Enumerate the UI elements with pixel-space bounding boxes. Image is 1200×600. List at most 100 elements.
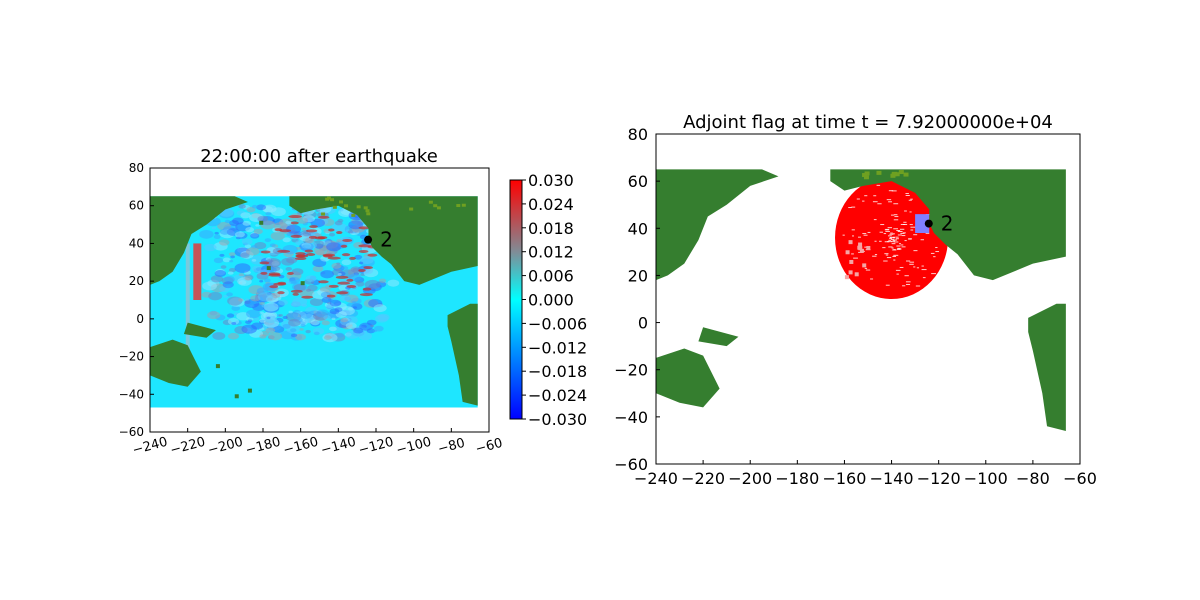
- wave-blob: [336, 262, 341, 265]
- wave-blob: [305, 329, 311, 334]
- wave-crest: [342, 238, 353, 242]
- wave-crest: [314, 236, 326, 240]
- colorbar-tick-label: 0.000: [528, 291, 574, 310]
- flag-gap: [886, 241, 892, 243]
- y-tick-label: 20: [628, 266, 648, 285]
- wave-blob: [207, 311, 221, 320]
- wave-blob: [234, 231, 245, 238]
- wave-blob: [231, 305, 241, 311]
- wave-crest: [288, 215, 302, 219]
- wave-blob: [346, 302, 354, 308]
- flag-gap: [909, 263, 914, 265]
- flag-gap: [910, 229, 914, 231]
- wave-blob: [257, 292, 274, 302]
- coast-patch: [894, 172, 900, 177]
- wave-blob: [222, 281, 234, 289]
- wave-blob: [246, 309, 261, 319]
- wave-blob: [257, 215, 269, 223]
- y-tick-label: 80: [129, 161, 144, 175]
- wave-crest: [295, 254, 309, 258]
- flag-gap: [902, 224, 908, 226]
- flag-gap: [876, 184, 881, 186]
- coast-patch: [321, 212, 326, 216]
- y-tick-label: 80: [628, 125, 648, 144]
- wave-blob: [331, 223, 348, 233]
- wave-blob: [219, 253, 225, 257]
- wave-blob: [293, 284, 306, 292]
- colorbar-tick-label: 0.006: [528, 267, 574, 286]
- wave-blob: [247, 319, 253, 323]
- wave-blob: [307, 284, 318, 292]
- wave-blob: [310, 319, 320, 326]
- wave-blob: [213, 234, 221, 239]
- wave-crest: [269, 285, 279, 289]
- y-tick-label: −20: [119, 350, 144, 364]
- flag-gap: [901, 235, 906, 237]
- x-tick-label: −220: [681, 469, 725, 488]
- flag-gap: [935, 247, 938, 249]
- wave-blob: [300, 323, 306, 327]
- wave-blob: [282, 315, 288, 320]
- wave-blob: [378, 278, 387, 283]
- flag-gap: [897, 231, 903, 233]
- wave-crest: [358, 249, 369, 253]
- island: [266, 266, 271, 271]
- flag-gap: [870, 278, 874, 280]
- flag-gap: [905, 192, 909, 194]
- flag-gap: [891, 190, 897, 192]
- flag-gap: [889, 233, 894, 235]
- wave-blob: [241, 238, 253, 245]
- wave-blob: [238, 204, 246, 209]
- wave-crest: [295, 252, 306, 256]
- wave-blob: [336, 239, 342, 243]
- wave-blob: [373, 329, 378, 333]
- coast-patch: [433, 204, 438, 208]
- flag-gap: [851, 235, 855, 237]
- wave-blob: [340, 295, 351, 302]
- flag-gap: [891, 247, 894, 249]
- colorbar-tick-label: −0.006: [528, 314, 587, 333]
- x-tick-label: −140: [870, 469, 914, 488]
- coast-patch: [436, 206, 441, 210]
- wave-crest: [359, 293, 373, 297]
- land-asia: [150, 196, 248, 285]
- y-tick-label: 0: [136, 312, 144, 326]
- flag-gap: [884, 241, 890, 243]
- flag-gap: [867, 231, 871, 233]
- flag-gap: [873, 195, 877, 197]
- wave-blob: [364, 279, 381, 290]
- colorbar-tick-label: −0.018: [528, 362, 587, 381]
- wave-blob: [230, 255, 235, 259]
- wave-blob: [315, 249, 325, 256]
- flag-gap: [877, 203, 882, 205]
- flag-gap: [921, 265, 924, 267]
- flag-gap: [894, 216, 899, 218]
- x-tick-label: −180: [775, 469, 819, 488]
- wave-crest: [274, 228, 283, 232]
- wave-crest: [290, 221, 299, 225]
- flag-gap: [905, 283, 911, 285]
- flag-gap: [895, 269, 901, 271]
- wave-blob: [265, 258, 282, 268]
- coast-patch: [339, 200, 344, 204]
- flag-fade: [844, 275, 849, 280]
- flag-gap: [925, 232, 930, 234]
- wave-crest: [336, 291, 349, 295]
- flag-gap: [899, 266, 904, 268]
- wave-blob: [290, 302, 297, 307]
- wave-blob: [285, 220, 292, 225]
- wave-crest: [294, 257, 307, 261]
- wave-blob: [255, 224, 260, 227]
- wave-crest: [322, 254, 333, 258]
- wave-crest: [260, 271, 268, 275]
- wave-blob: [219, 228, 230, 235]
- wave-blob: [288, 310, 293, 314]
- wave-blob: [282, 323, 291, 329]
- flag-gap: [909, 211, 912, 213]
- flag-gap: [890, 214, 895, 216]
- colorbar-gradient: [509, 179, 523, 420]
- wave-blob: [271, 292, 281, 299]
- wave-crest: [328, 284, 339, 288]
- gauge-label: 2: [380, 228, 393, 252]
